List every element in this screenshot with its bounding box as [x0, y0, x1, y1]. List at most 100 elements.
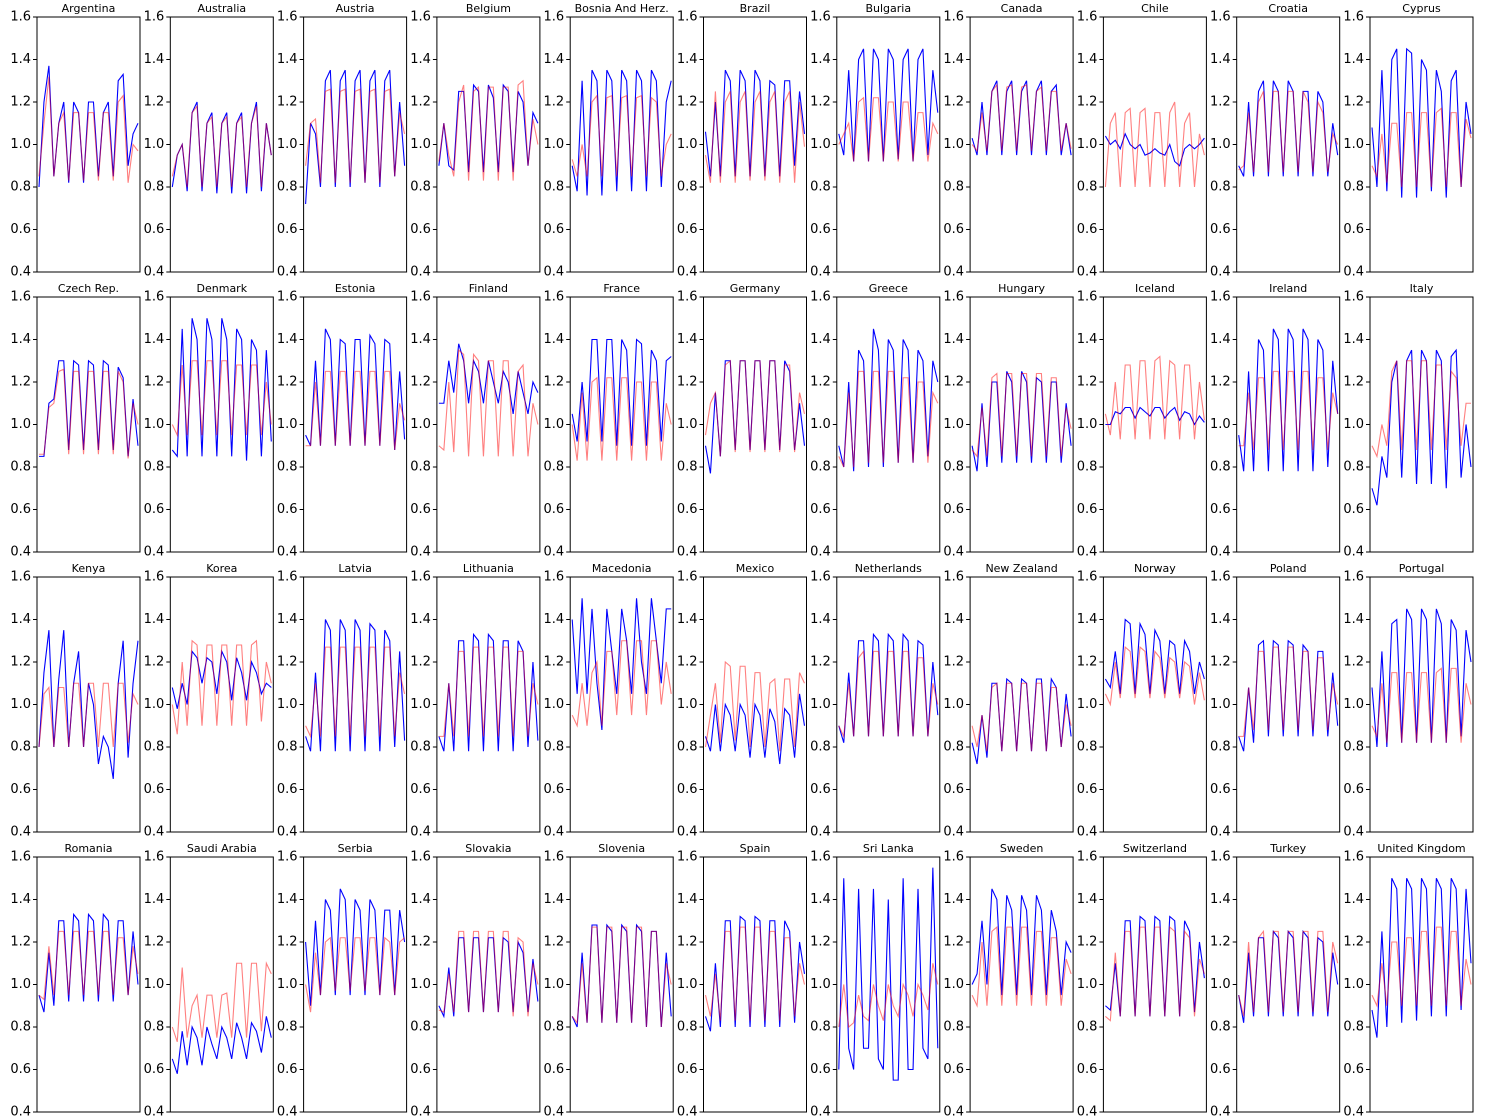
y-tick-label: 0.8: [677, 1020, 698, 1035]
y-tick-label: 1.0: [943, 137, 964, 152]
series-line: [1238, 90, 1339, 173]
y-tick-label: 1.0: [1210, 417, 1231, 432]
axes-frame: [1102, 576, 1207, 833]
y-tick-label: 1.2: [1343, 655, 1364, 670]
y-tick-label: 1.2: [943, 95, 964, 110]
y-tick-label: 1.0: [410, 977, 431, 992]
panel-title: United Kingdom: [1377, 842, 1465, 855]
y-tick-label: 1.2: [544, 655, 565, 670]
y-tick-label: 0.4: [943, 265, 964, 280]
y-tick-label: 1.0: [277, 697, 298, 712]
series-line: [38, 930, 139, 1001]
series-line: [438, 348, 539, 457]
y-tick-label: 1.0: [410, 697, 431, 712]
series-line: [838, 632, 939, 743]
series-line: [171, 649, 272, 709]
y-tick-label: 1.4: [677, 52, 698, 67]
series-line: [838, 96, 939, 162]
y-tick-label: 1.0: [677, 697, 698, 712]
y-tick-label: 1.6: [144, 850, 165, 865]
y-tick-label: 0.4: [943, 825, 964, 840]
axes-frame: [703, 16, 807, 273]
panel-title: Lithuania: [463, 562, 514, 575]
y-tick-label: 0.4: [943, 545, 964, 560]
series-line: [571, 94, 672, 177]
y-tick-label: 1.4: [544, 332, 565, 347]
y-tick-label: 1.4: [1210, 612, 1231, 627]
axes-frame: [969, 296, 1074, 553]
series-line: [838, 649, 939, 739]
series-line: [171, 1016, 272, 1074]
series-line: [38, 912, 139, 1013]
y-tick-label: 0.6: [10, 1062, 31, 1077]
y-tick-label: 1.4: [1210, 52, 1231, 67]
y-tick-label: 1.6: [1210, 570, 1231, 585]
y-tick-label: 1.2: [677, 655, 698, 670]
y-tick-label: 0.4: [544, 545, 565, 560]
panel-title: Switzerland: [1123, 842, 1187, 855]
y-tick-label: 1.4: [1343, 332, 1364, 347]
panel-title: Netherlands: [855, 562, 922, 575]
y-tick-label: 0.6: [10, 222, 31, 237]
panel-title: Bosnia And Herz.: [575, 2, 669, 15]
y-tick-label: 0.4: [144, 545, 165, 560]
y-tick-label: 1.6: [1077, 850, 1098, 865]
series-line: [571, 926, 672, 1028]
y-tick-label: 1.2: [1210, 655, 1231, 670]
y-tick-label: 1.6: [144, 570, 165, 585]
y-tick-label: 1.0: [544, 977, 565, 992]
y-tick-label: 0.4: [277, 545, 298, 560]
y-tick-label: 0.6: [410, 1062, 431, 1077]
panel-title: Saudi Arabia: [187, 842, 257, 855]
y-tick-label: 1.6: [544, 850, 565, 865]
axes-frame: [1369, 856, 1474, 1113]
series-line: [38, 630, 139, 779]
y-tick-label: 1.4: [943, 52, 964, 67]
y-tick-label: 0.8: [544, 460, 565, 475]
y-tick-label: 1.2: [10, 935, 31, 950]
panel-title: Belgium: [466, 2, 511, 15]
y-tick-label: 1.0: [1077, 977, 1098, 992]
y-tick-label: 1.0: [810, 697, 831, 712]
y-tick-label: 0.4: [410, 1105, 431, 1118]
axes-frame: [436, 16, 541, 273]
panel-title: Turkey: [1269, 842, 1306, 855]
series-line: [704, 359, 806, 457]
y-tick-label: 0.8: [1077, 460, 1098, 475]
y-tick-label: 1.0: [1210, 697, 1231, 712]
y-tick-label: 1.0: [810, 137, 831, 152]
y-tick-label: 0.8: [1343, 460, 1364, 475]
y-tick-label: 0.4: [810, 1105, 831, 1118]
series-line: [1371, 878, 1472, 1038]
y-tick-label: 0.6: [544, 782, 565, 797]
y-tick-label: 0.8: [677, 740, 698, 755]
y-tick-label: 0.8: [544, 180, 565, 195]
series-line: [704, 91, 806, 183]
y-tick-label: 1.4: [943, 332, 964, 347]
y-tick-label: 1.4: [410, 332, 431, 347]
y-tick-label: 0.6: [677, 782, 698, 797]
y-tick-label: 0.4: [810, 265, 831, 280]
y-tick-label: 1.6: [1077, 10, 1098, 25]
series-line: [438, 79, 539, 181]
y-tick-label: 0.4: [10, 265, 31, 280]
y-tick-label: 0.4: [943, 1105, 964, 1118]
axes-frame: [436, 576, 541, 833]
y-tick-label: 0.6: [277, 222, 298, 237]
series-line: [704, 693, 806, 765]
series-line: [305, 88, 406, 183]
y-tick-label: 1.2: [410, 935, 431, 950]
panel-title: Brazil: [740, 2, 771, 15]
y-tick-label: 1.4: [1210, 332, 1231, 347]
panel-title: Denmark: [197, 282, 248, 295]
y-tick-label: 1.0: [10, 417, 31, 432]
panel-title: Sri Lanka: [863, 842, 914, 855]
y-tick-label: 1.0: [943, 697, 964, 712]
series-line: [838, 48, 939, 162]
y-tick-label: 1.2: [144, 935, 165, 950]
y-tick-label: 1.0: [1343, 417, 1364, 432]
y-tick-label: 1.4: [1077, 892, 1098, 907]
y-tick-label: 1.4: [544, 612, 565, 627]
y-tick-label: 1.6: [144, 290, 165, 305]
y-tick-label: 1.0: [1077, 417, 1098, 432]
